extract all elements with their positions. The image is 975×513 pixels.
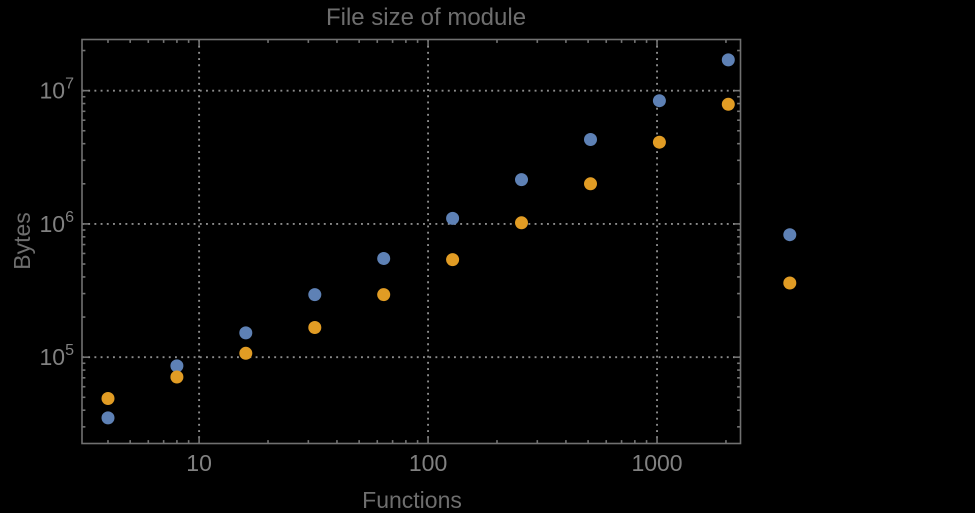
data-point-series-blue xyxy=(584,133,597,146)
data-point-series-blue xyxy=(170,359,184,373)
y-tick-label: 105 xyxy=(40,342,75,370)
data-point-series-orange xyxy=(101,392,115,405)
data-points xyxy=(101,53,797,425)
y-tick-label: 107 xyxy=(40,76,75,104)
data-point-series-blue xyxy=(239,326,253,340)
data-point-series-blue xyxy=(515,173,528,187)
data-point-series-orange xyxy=(515,216,528,230)
tick-labels: 10 100 1000 105 106 107 xyxy=(40,76,683,476)
data-point-series-orange xyxy=(239,346,253,360)
data-point-series-orange xyxy=(377,288,391,302)
data-point-series-blue xyxy=(446,211,460,225)
x-tick-label: 100 xyxy=(409,450,447,476)
chart-title: File size of module xyxy=(326,4,526,31)
data-point-series-blue xyxy=(308,288,322,302)
data-point-series-orange xyxy=(446,253,460,267)
data-point-series-orange xyxy=(721,97,735,111)
data-point-series-orange xyxy=(652,135,666,149)
x-axis-label: Functions xyxy=(362,487,462,513)
plot-frame xyxy=(81,38,742,445)
data-point-series-orange xyxy=(783,276,797,290)
data-point-series-blue xyxy=(721,53,735,67)
data-point-series-blue xyxy=(377,252,391,265)
x-tick-label: 10 xyxy=(186,450,212,476)
data-point-series-orange xyxy=(170,370,184,384)
data-point-series-blue xyxy=(652,94,666,108)
data-point-series-orange xyxy=(584,177,597,191)
y-axis-label: Bytes xyxy=(9,212,35,270)
data-point-series-orange xyxy=(308,321,322,334)
data-point-series-blue xyxy=(783,228,797,242)
x-tick-label: 1000 xyxy=(631,450,682,476)
axis-ticks xyxy=(82,39,741,444)
gridlines xyxy=(82,39,741,444)
data-point-series-blue xyxy=(101,411,115,425)
y-tick-label: 106 xyxy=(40,209,75,237)
